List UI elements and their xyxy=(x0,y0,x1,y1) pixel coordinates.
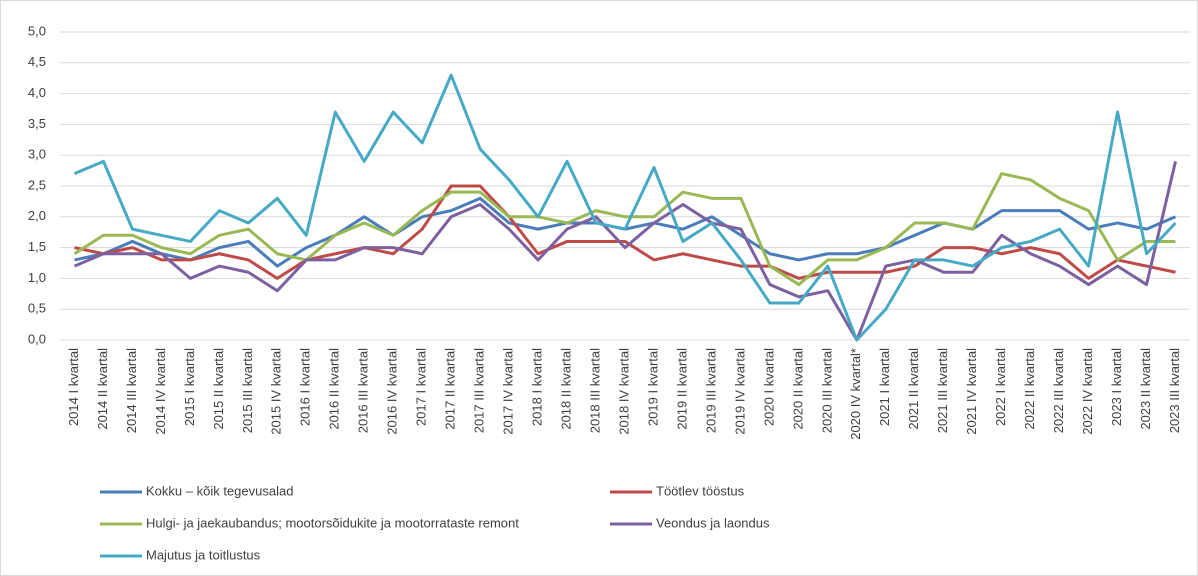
x-tick-label: 2015 II kvartal xyxy=(211,348,226,430)
x-tick-label: 2017 III kvartal xyxy=(472,348,487,433)
x-tick-label: 2021 I kvartal xyxy=(877,348,892,426)
x-tick-label: 2015 I kvartal xyxy=(182,348,197,426)
x-tick-label: 2014 III kvartal xyxy=(124,348,139,433)
x-tick-label: 2020 III kvartal xyxy=(819,348,834,433)
x-tick-label: 2020 II kvartal xyxy=(790,348,805,430)
x-tick-label: 2015 IV kvartal xyxy=(269,348,284,435)
x-tick-label: 2022 IV kvartal xyxy=(1080,348,1095,435)
legend-label: Kokku – kõik tegevusalad xyxy=(146,483,293,498)
x-tick-label: 2016 III kvartal xyxy=(356,348,371,433)
y-tick-label: 3,0 xyxy=(28,147,46,162)
x-tick-label: 2020 I kvartal xyxy=(761,348,776,426)
series-line xyxy=(73,73,1177,342)
series-line xyxy=(73,161,1177,342)
y-tick-label: 3,5 xyxy=(28,116,46,131)
x-tick-label: 2016 II kvartal xyxy=(327,348,342,430)
x-tick-label: 2014 IV kvartal xyxy=(153,348,168,435)
x-tick-label: 2021 III kvartal xyxy=(935,348,950,433)
x-tick-label: 2018 II kvartal xyxy=(558,348,573,430)
x-tick-label: 2016 IV kvartal xyxy=(385,348,400,435)
legend-label: Hulgi- ja jaekaubandus; mootorsõidukite … xyxy=(146,515,519,530)
x-tick-label: 2014 I kvartal xyxy=(66,348,81,426)
x-tick-label: 2023 III kvartal xyxy=(1167,348,1182,433)
x-tick-label: 2018 III kvartal xyxy=(587,348,602,433)
y-tick-label: 5,0 xyxy=(28,23,46,38)
x-tick-label: 2017 IV kvartal xyxy=(501,348,516,435)
x-tick-label: 2021 II kvartal xyxy=(906,348,921,430)
y-tick-label: 1,5 xyxy=(28,239,46,254)
x-tick-label: 2019 II kvartal xyxy=(674,348,689,430)
x-tick-label: 2015 III kvartal xyxy=(240,348,255,433)
y-tick-label: 0,5 xyxy=(28,301,46,316)
y-tick-label: 2,5 xyxy=(28,177,46,192)
x-tick-label: 2020 IV kvartal* xyxy=(848,348,863,440)
x-tick-label: 2018 I kvartal xyxy=(530,348,545,426)
y-tick-label: 4,0 xyxy=(28,85,46,100)
y-tick-label: 4,5 xyxy=(28,54,46,69)
y-tick-label: 1,0 xyxy=(28,270,46,285)
x-tick-label: 2017 II kvartal xyxy=(443,348,458,430)
legend-label: Majutus ja toitlustus xyxy=(146,547,261,562)
y-tick-label: 0,0 xyxy=(28,331,46,346)
y-tick-label: 2,0 xyxy=(28,208,46,223)
x-tick-label: 2022 II kvartal xyxy=(1022,348,1037,430)
series-line xyxy=(74,184,1176,280)
x-tick-label: 2019 IV kvartal xyxy=(732,348,747,435)
x-tick-label: 2016 I kvartal xyxy=(298,348,313,426)
x-tick-label: 2019 I kvartal xyxy=(645,348,660,426)
x-tick-label: 2022 I kvartal xyxy=(993,348,1008,426)
x-tick-label: 2014 II kvartal xyxy=(95,348,110,430)
x-tick-label: 2019 III kvartal xyxy=(703,348,718,433)
x-tick-label: 2023 I kvartal xyxy=(1109,348,1124,426)
x-tick-label: 2018 IV kvartal xyxy=(616,348,631,435)
x-tick-label: 2022 III kvartal xyxy=(1051,348,1066,433)
x-tick-label: 2017 I kvartal xyxy=(414,348,429,426)
legend-label: Töötlev tööstus xyxy=(656,483,745,498)
x-tick-label: 2023 II kvartal xyxy=(1138,348,1153,430)
x-tick-label: 2021 IV kvartal xyxy=(964,348,979,435)
legend-label: Veondus ja laondus xyxy=(656,515,770,530)
series-line xyxy=(73,172,1176,287)
